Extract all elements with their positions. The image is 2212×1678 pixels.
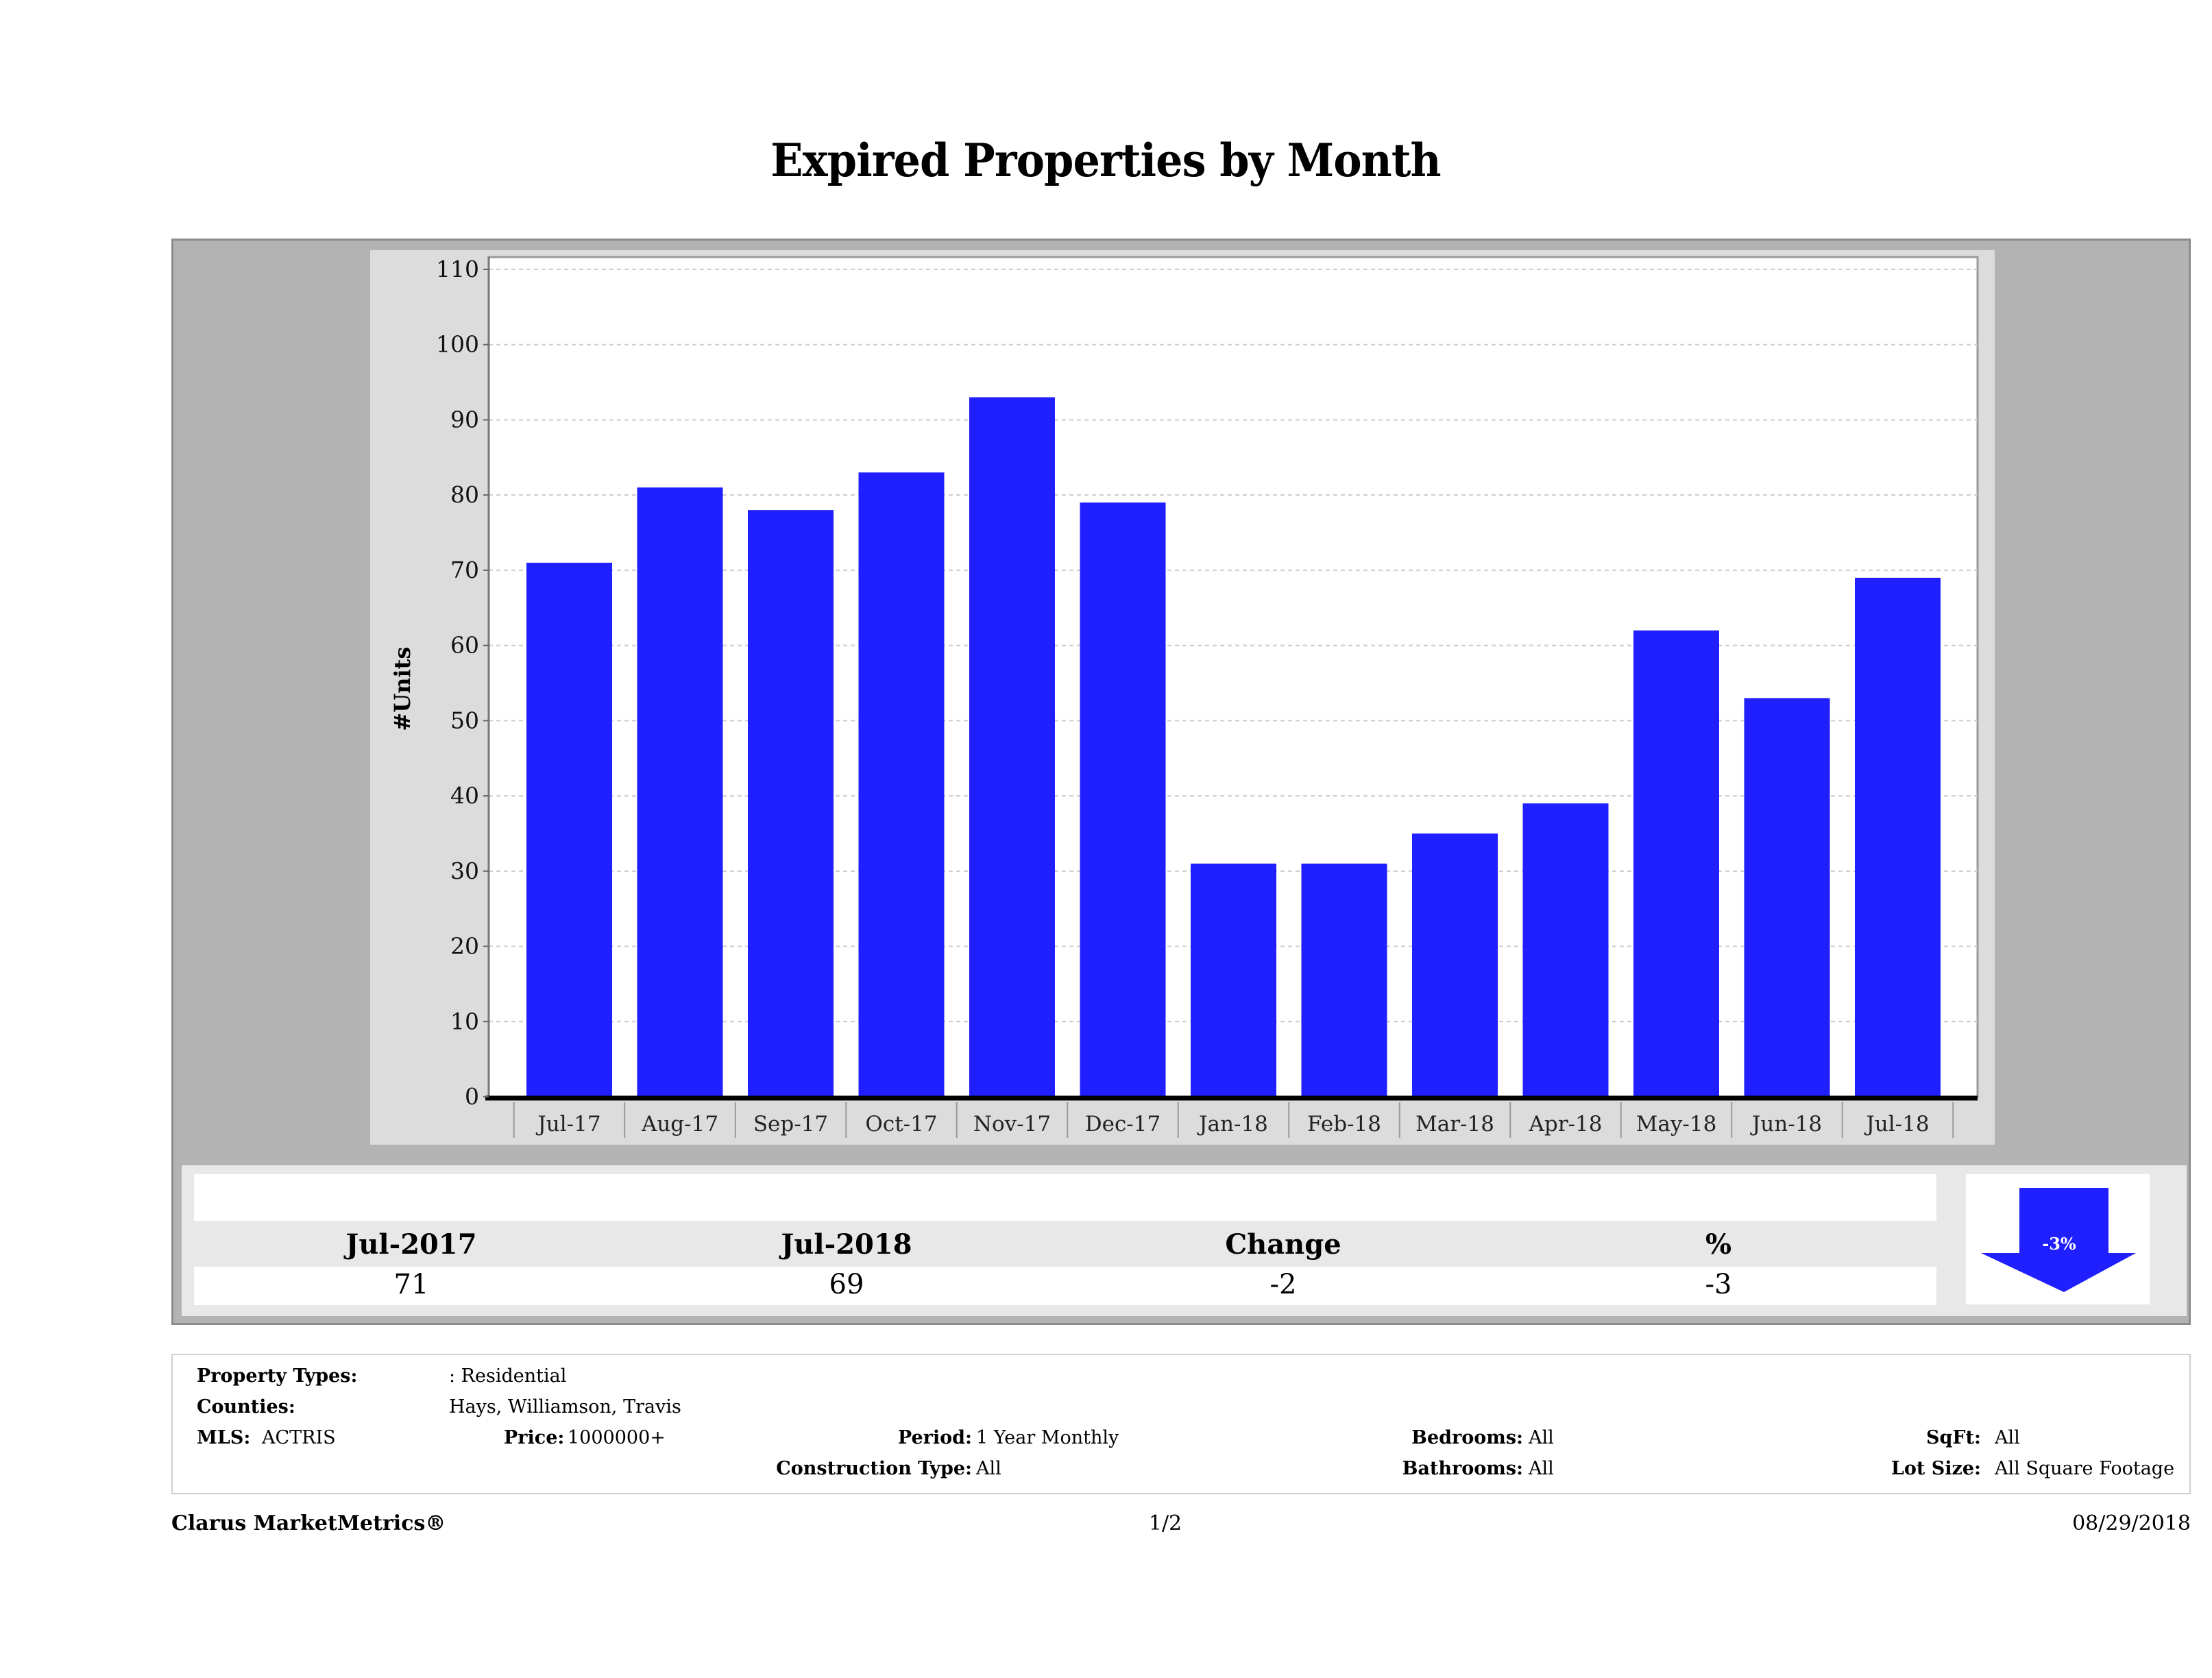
bar <box>526 562 612 1097</box>
x-tick-label: Mar-18 <box>1415 1112 1494 1136</box>
filter-mls-label: MLS: <box>197 1427 251 1448</box>
filter-bathrooms-value: All <box>1529 1458 1554 1479</box>
y-tick-label: 90 <box>450 406 479 433</box>
filter-bedrooms-label: Bedrooms: <box>1411 1427 1523 1448</box>
y-tick-label: 80 <box>450 481 479 508</box>
filter-construction-type-label: Construction Type: <box>776 1458 972 1479</box>
bar <box>1301 863 1387 1097</box>
footer-date: 08/29/2018 <box>2072 1511 2191 1535</box>
y-tick-label: 70 <box>450 557 479 583</box>
y-tick-label: 0 <box>465 1083 479 1110</box>
bar <box>637 487 723 1097</box>
filter-period-label: Period: <box>897 1427 972 1448</box>
bar <box>969 397 1055 1097</box>
bar <box>1855 577 1941 1097</box>
summary-header-start: Jul-2017 <box>345 1228 477 1261</box>
summary-header-percent: % <box>1705 1228 1731 1261</box>
summary-value-percent: -3 <box>1705 1269 1732 1300</box>
y-tick-label: 10 <box>450 1008 479 1034</box>
bar <box>1522 803 1609 1097</box>
down-arrow-icon: -3% <box>1981 1188 2136 1292</box>
bar <box>1080 502 1166 1097</box>
y-tick-label: 20 <box>450 933 479 960</box>
filter-construction-type-value: All <box>976 1458 1001 1479</box>
filter-bedrooms-value: All <box>1529 1427 1554 1448</box>
x-tick-label: Jul-18 <box>1864 1112 1929 1136</box>
filter-bathrooms-label: Bathrooms: <box>1402 1458 1523 1479</box>
filter-counties-value: Hays, Williamson, Travis <box>449 1396 681 1418</box>
filter-period-value: 1 Year Monthly <box>976 1427 1119 1448</box>
bar <box>1412 833 1498 1097</box>
y-tick-label: 30 <box>450 858 479 884</box>
y-tick-label: 50 <box>450 707 479 733</box>
x-tick-label: Oct-17 <box>865 1112 937 1136</box>
x-tick-label: Feb-18 <box>1307 1112 1381 1136</box>
filter-criteria-box <box>171 1354 2191 1494</box>
x-tick-label: Apr-18 <box>1529 1112 1603 1136</box>
y-tick-label: 100 <box>436 331 479 358</box>
x-tick-label: Jun-18 <box>1750 1112 1822 1136</box>
filter-property-types-label: Property Types: <box>197 1365 358 1387</box>
x-tick-label: May-18 <box>1636 1112 1717 1136</box>
bar <box>748 510 834 1097</box>
bar-chart: 0 10 20 30 40 50 60 70 80 90 100 110 Jul-17 Aug-17 Se… <box>389 256 1979 1138</box>
filter-sqft-value: All <box>1995 1427 2020 1448</box>
y-tick-label: 40 <box>450 782 479 809</box>
x-tick-label: Aug-17 <box>641 1112 718 1136</box>
bar <box>1191 863 1276 1097</box>
filter-counties-label: Counties: <box>197 1396 295 1418</box>
bar <box>1744 698 1830 1097</box>
summary-header-end: Jul-2018 <box>781 1228 912 1261</box>
y-tick-label: 110 <box>436 256 479 282</box>
summary-header-change: Change <box>1225 1228 1341 1261</box>
x-tick-label: Dec-17 <box>1085 1112 1160 1136</box>
summary-spacer <box>194 1174 1936 1221</box>
y-tick-label: 60 <box>450 632 479 659</box>
footer-page-number: 1/2 <box>1148 1511 1182 1535</box>
summary-header-row <box>194 1222 1936 1265</box>
filter-sqft-label: SqFt: <box>1926 1427 1981 1448</box>
bar <box>1633 630 1719 1097</box>
change-indicator-label: -3% <box>2042 1234 2076 1254</box>
filter-price-label: Price: <box>504 1427 565 1448</box>
y-axis-title: #Units <box>389 647 415 731</box>
filter-price-value: 1000000+ <box>568 1427 666 1448</box>
x-tick-label: Nov-17 <box>973 1112 1051 1136</box>
chart-title: Expired Properties by Month <box>770 134 1441 187</box>
filter-property-types-value: : Residential <box>449 1365 567 1387</box>
filter-mls-value: ACTRIS <box>262 1427 336 1448</box>
summary-value-start: 71 <box>393 1269 429 1300</box>
summary-value-end: 69 <box>829 1269 864 1300</box>
summary-value-row <box>194 1267 1936 1305</box>
footer-brand: Clarus MarketMetrics® <box>171 1511 446 1535</box>
filter-lot-size-label: Lot Size: <box>1891 1458 1981 1479</box>
bar <box>858 472 945 1097</box>
x-tick-label: Jul-17 <box>535 1112 600 1136</box>
x-tick-label: Sep-17 <box>753 1112 828 1136</box>
filter-lot-size-value: All Square Footage <box>1995 1458 2175 1479</box>
x-tick-label: Jan-18 <box>1197 1112 1268 1136</box>
summary-value-change: -2 <box>1269 1269 1297 1300</box>
